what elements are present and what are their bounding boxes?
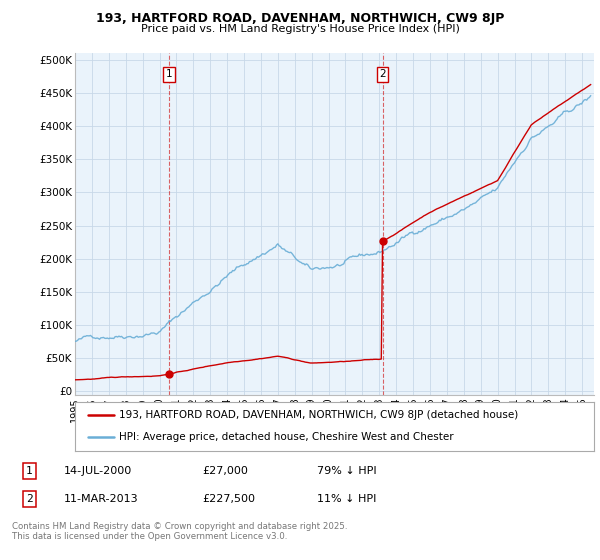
Text: 193, HARTFORD ROAD, DAVENHAM, NORTHWICH, CW9 8JP (detached house): 193, HARTFORD ROAD, DAVENHAM, NORTHWICH,… bbox=[119, 410, 518, 421]
Text: Price paid vs. HM Land Registry's House Price Index (HPI): Price paid vs. HM Land Registry's House … bbox=[140, 24, 460, 34]
Text: 2: 2 bbox=[26, 494, 32, 503]
Text: 11% ↓ HPI: 11% ↓ HPI bbox=[317, 494, 377, 503]
Text: 2: 2 bbox=[379, 69, 386, 80]
Text: HPI: Average price, detached house, Cheshire West and Chester: HPI: Average price, detached house, Ches… bbox=[119, 432, 454, 442]
Text: 11-MAR-2013: 11-MAR-2013 bbox=[64, 494, 139, 503]
Text: 1: 1 bbox=[26, 466, 32, 476]
Text: £27,000: £27,000 bbox=[202, 466, 248, 476]
Text: 1: 1 bbox=[166, 69, 172, 80]
Text: 14-JUL-2000: 14-JUL-2000 bbox=[64, 466, 132, 476]
Text: Contains HM Land Registry data © Crown copyright and database right 2025.
This d: Contains HM Land Registry data © Crown c… bbox=[12, 522, 347, 542]
Text: 193, HARTFORD ROAD, DAVENHAM, NORTHWICH, CW9 8JP: 193, HARTFORD ROAD, DAVENHAM, NORTHWICH,… bbox=[96, 12, 504, 25]
Text: 79% ↓ HPI: 79% ↓ HPI bbox=[317, 466, 377, 476]
Text: £227,500: £227,500 bbox=[202, 494, 255, 503]
